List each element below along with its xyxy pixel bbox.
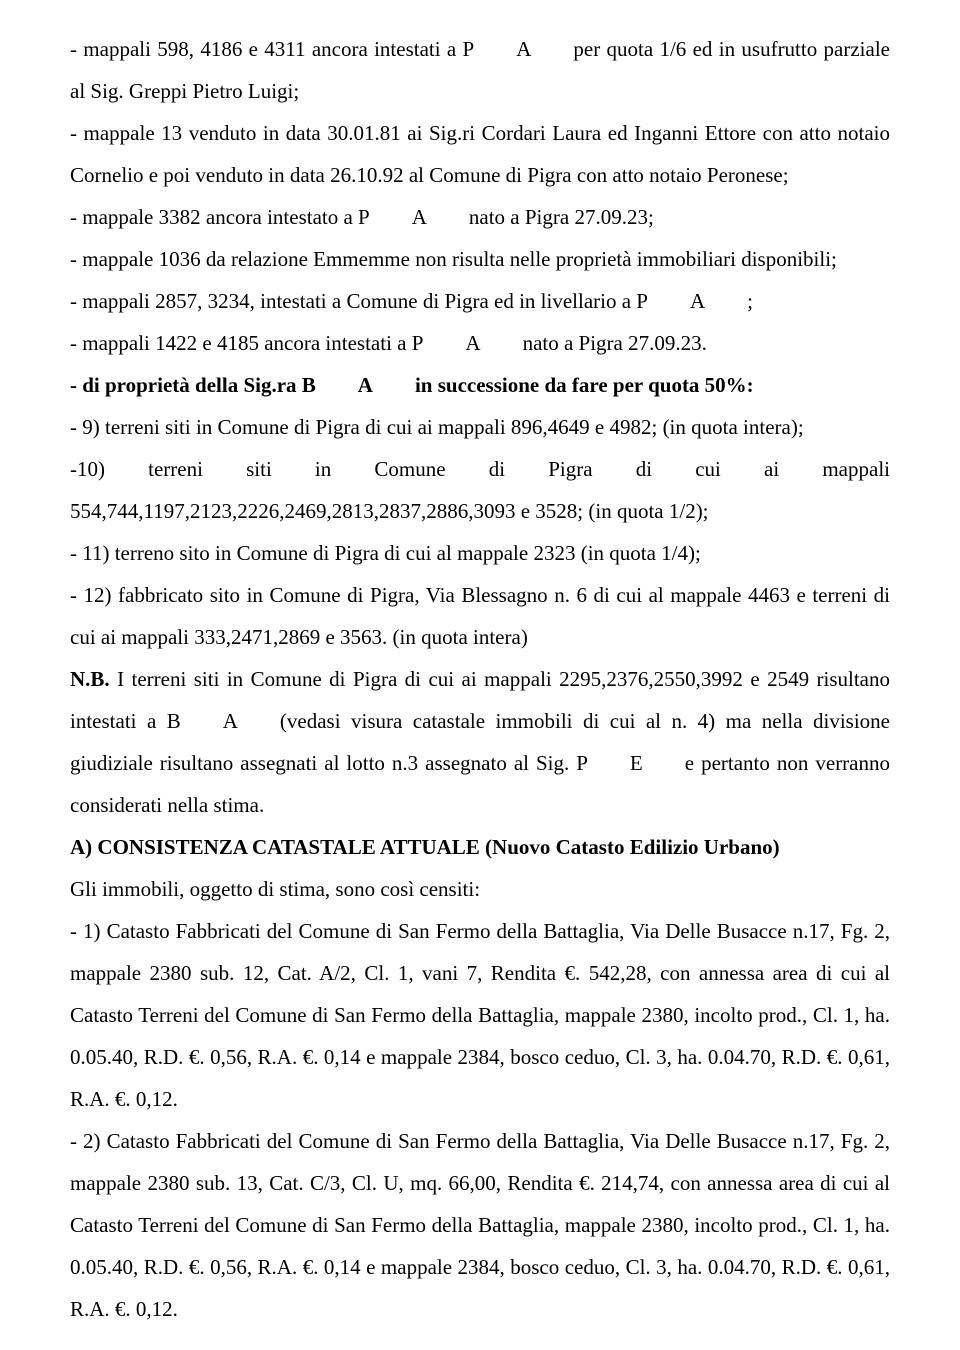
paragraph-3: - mappale 3382 ancora intestato a P A na…: [70, 196, 890, 238]
paragraph-2: - mappale 13 venduto in data 30.01.81 ai…: [70, 112, 890, 196]
paragraph-14: Gli immobili, oggetto di stima, sono cos…: [70, 868, 890, 910]
paragraph-9: -10) terreni siti in Comune di Pigra di …: [70, 448, 890, 532]
paragraph-16: - 2) Catasto Fabbricati del Comune di Sa…: [70, 1120, 890, 1330]
paragraph-nb: N.B. I terreni siti in Comune di Pigra d…: [70, 658, 890, 826]
section-heading-a: A) CONSISTENZA CATASTALE ATTUALE (Nuovo …: [70, 826, 890, 868]
paragraph-7-bold: - di proprietà della Sig.ra B A in succe…: [70, 364, 890, 406]
paragraph-10: - 11) terreno sito in Comune di Pigra di…: [70, 532, 890, 574]
paragraph-1: - mappali 598, 4186 e 4311 ancora intest…: [70, 28, 890, 112]
document-page: - mappali 598, 4186 e 4311 ancora intest…: [0, 0, 960, 1350]
paragraph-15: - 1) Catasto Fabbricati del Comune di Sa…: [70, 910, 890, 1120]
paragraph-5: - mappali 2857, 3234, intestati a Comune…: [70, 280, 890, 322]
paragraph-11: - 12) fabbricato sito in Comune di Pigra…: [70, 574, 890, 658]
nb-label: N.B.: [70, 667, 110, 691]
paragraph-4: - mappale 1036 da relazione Emmemme non …: [70, 238, 890, 280]
nb-rest: I terreni siti in Comune di Pigra di cui…: [70, 667, 890, 817]
paragraph-6: - mappali 1422 e 4185 ancora intestati a…: [70, 322, 890, 364]
paragraph-8: - 9) terreni siti in Comune di Pigra di …: [70, 406, 890, 448]
